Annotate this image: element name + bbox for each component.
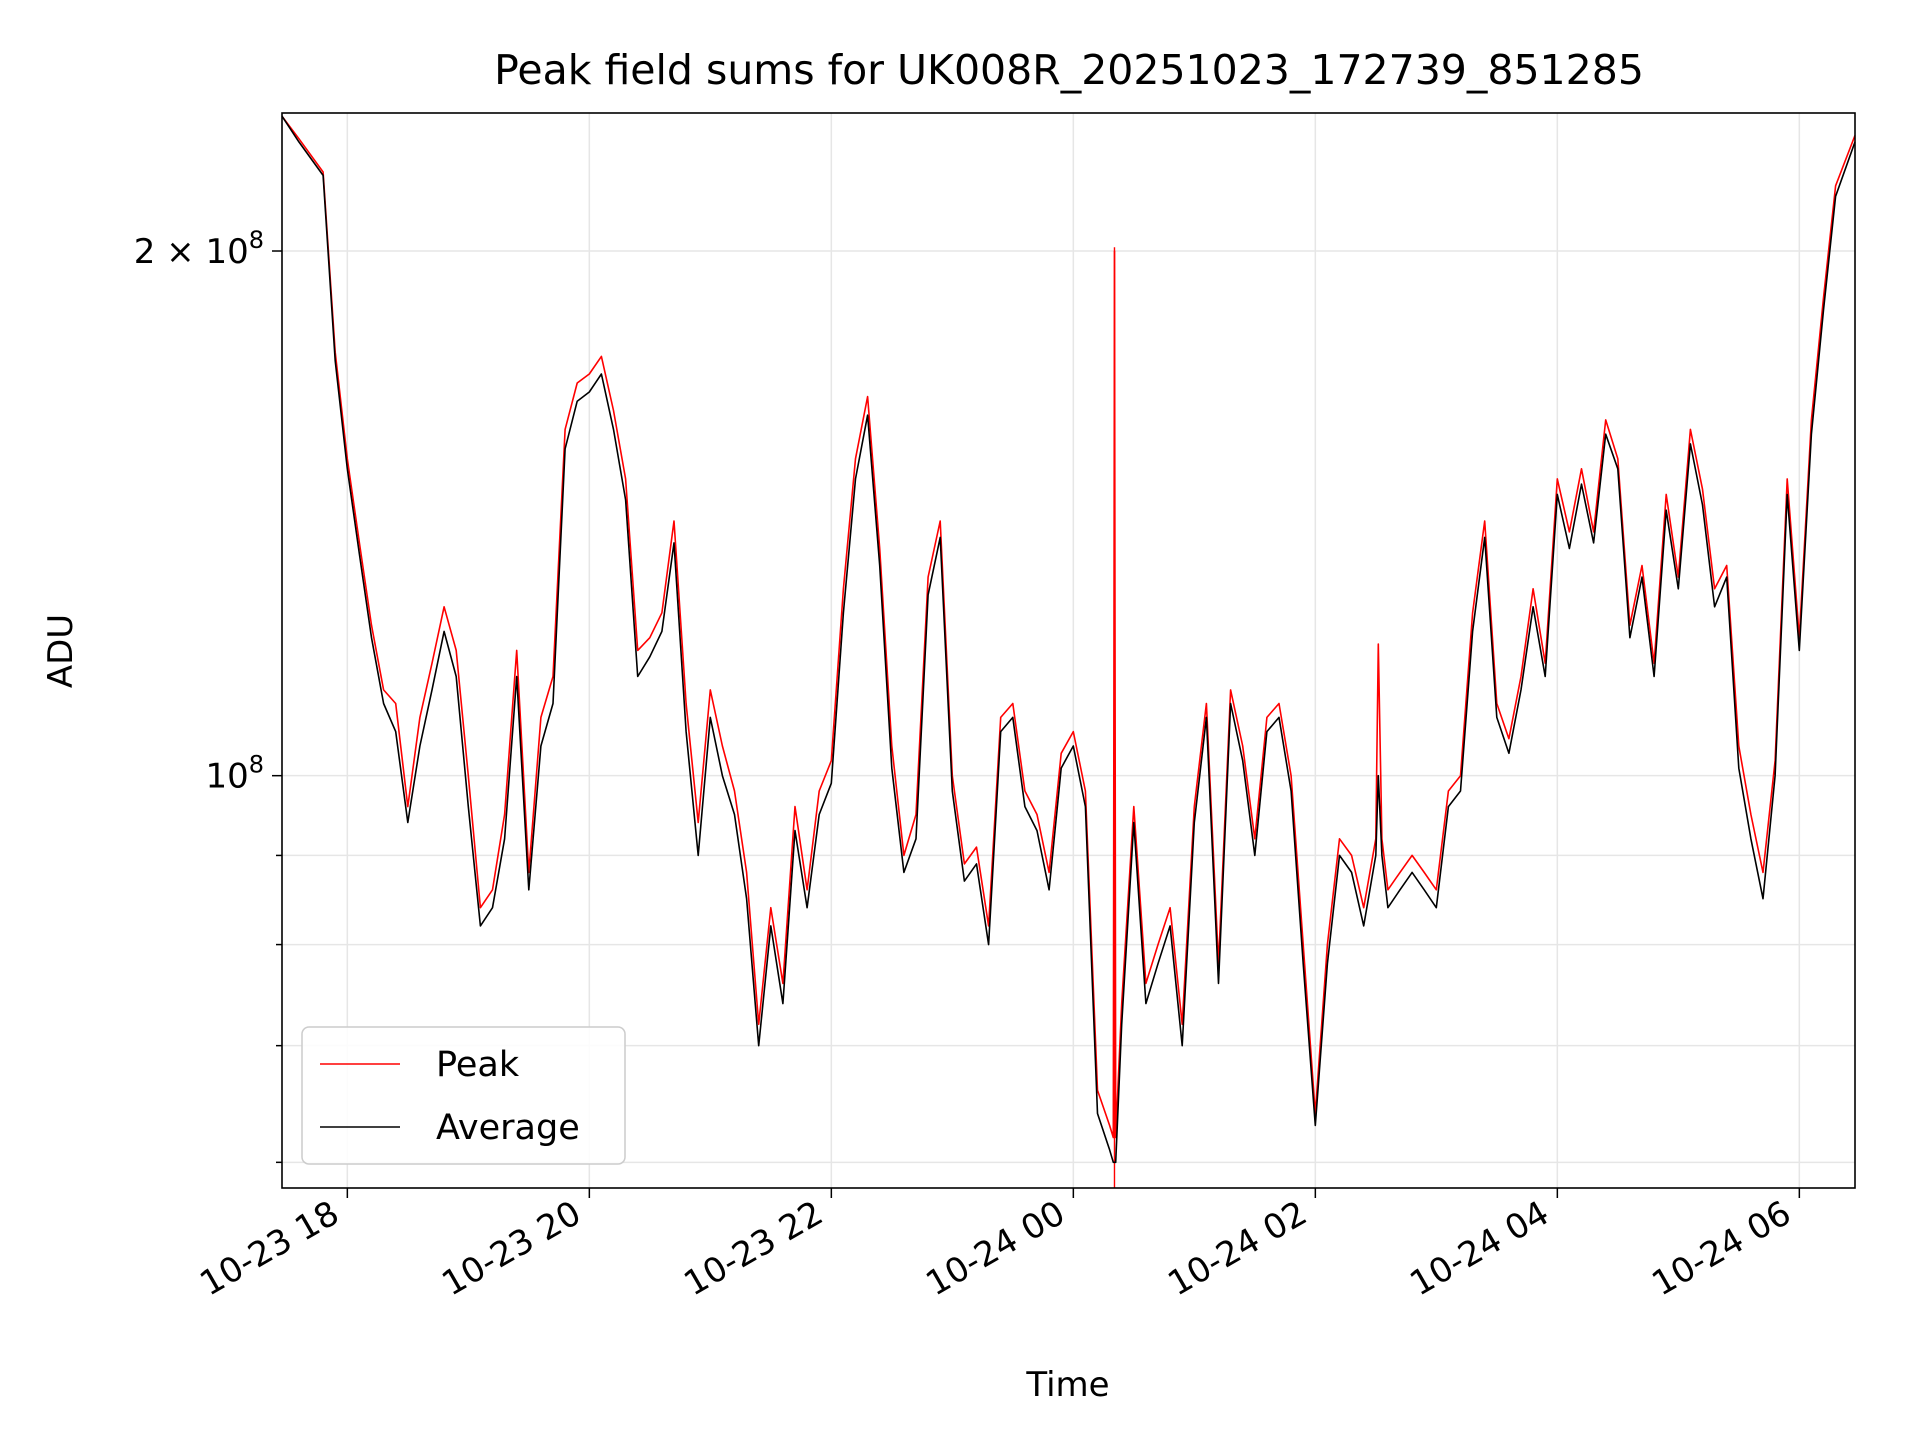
y-tick-label: 108 — [205, 751, 264, 797]
series-line-peak — [281, 115, 1856, 1139]
legend-label-average: Average — [436, 1108, 580, 1148]
y-tick-label: 2 × 108 — [134, 226, 264, 272]
y-axis-label: ADU — [41, 614, 81, 688]
axes-frame — [281, 112, 1856, 1189]
y-tick-mantissa: 2 × — [134, 232, 206, 272]
legend-frame — [301, 1026, 626, 1165]
y-tick-base: 10 — [205, 757, 248, 797]
x-axis-label: Time — [1025, 1365, 1109, 1405]
series-line-average — [281, 115, 1856, 1164]
y-tick-exponent: 8 — [249, 751, 264, 779]
grid — [282, 113, 1855, 1188]
legend: Peak Average — [301, 1026, 626, 1165]
series-layer — [281, 115, 1856, 1188]
legend-label-peak: Peak — [436, 1045, 520, 1085]
y-tick-exponent: 8 — [249, 226, 264, 254]
chart-title: Peak field sums for UK008R_20251023_1727… — [494, 46, 1644, 94]
y-tick-base: 10 — [205, 232, 248, 272]
